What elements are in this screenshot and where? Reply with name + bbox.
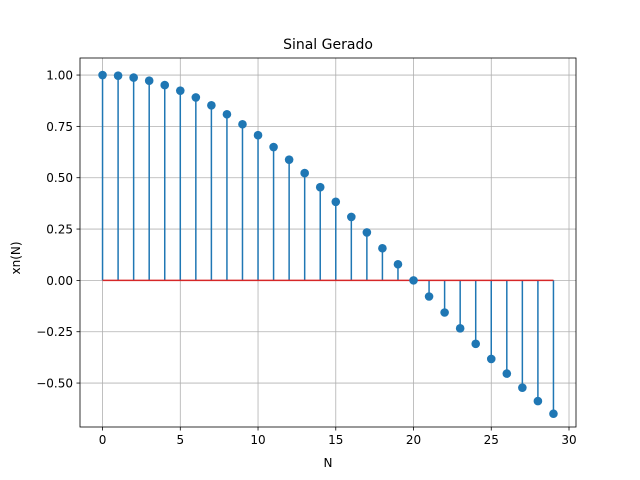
stem-marker: [253, 130, 263, 140]
x-tick-label: 15: [328, 433, 343, 447]
stem-marker: [175, 86, 185, 95]
y-tick-label: 0.75: [46, 120, 73, 134]
stem-marker: [424, 292, 434, 301]
x-tick-label: 10: [250, 433, 265, 447]
stem-marker: [207, 101, 216, 110]
stem-marker: [455, 324, 465, 333]
stem-marker: [315, 182, 325, 192]
stem-marker: [533, 396, 543, 406]
stem-marker: [549, 409, 558, 419]
stem-marker: [284, 155, 294, 164]
stem-marker: [129, 73, 138, 82]
x-axis-label: N: [324, 456, 333, 470]
stem-marker: [393, 259, 403, 269]
stem-marker: [440, 308, 449, 317]
stem-marker: [502, 369, 512, 378]
stem-marker: [300, 168, 309, 178]
y-tick-label: −0.50: [36, 377, 73, 391]
x-tick-label: 5: [176, 433, 184, 447]
y-tick-label: 1.00: [46, 69, 73, 83]
stem-marker: [160, 80, 170, 90]
x-tick-label: 30: [561, 433, 576, 447]
stem-marker: [191, 93, 201, 102]
y-tick-label: 0.50: [46, 171, 73, 185]
stem-marker: [347, 212, 356, 222]
y-tick-label: −0.25: [36, 325, 73, 339]
stem-marker: [113, 71, 123, 80]
y-tick-label: 0.25: [46, 223, 73, 237]
markers: [98, 70, 558, 419]
stem-marker: [362, 228, 372, 237]
stem-marker: [222, 109, 232, 119]
y-ticks: −0.50 −0.25 0.00 0.25 0.50 0.75 1.00: [36, 69, 80, 391]
stem-marker: [471, 339, 481, 349]
y-tick-label: 0.00: [46, 274, 73, 288]
y-axis-label: xn(N): [9, 241, 23, 274]
x-tick-label: 0: [99, 433, 107, 447]
stem-marker: [98, 70, 107, 80]
stem-marker: [238, 119, 247, 129]
plot-frame: [79, 57, 577, 428]
stem-marker: [331, 197, 341, 207]
stem-marker: [269, 142, 278, 152]
stem-marker: [144, 76, 154, 86]
x-tick-label: 25: [484, 433, 499, 447]
stem-marker: [486, 354, 496, 364]
stem-marker: [409, 276, 418, 285]
stem-marker: [378, 243, 387, 253]
stems: [101, 75, 555, 414]
x-ticks: 0 5 10 15 20 25 30: [99, 427, 577, 447]
chart-title: Sinal Gerado: [283, 37, 373, 53]
x-tick-label: 20: [406, 433, 421, 447]
stem-marker: [518, 383, 527, 392]
